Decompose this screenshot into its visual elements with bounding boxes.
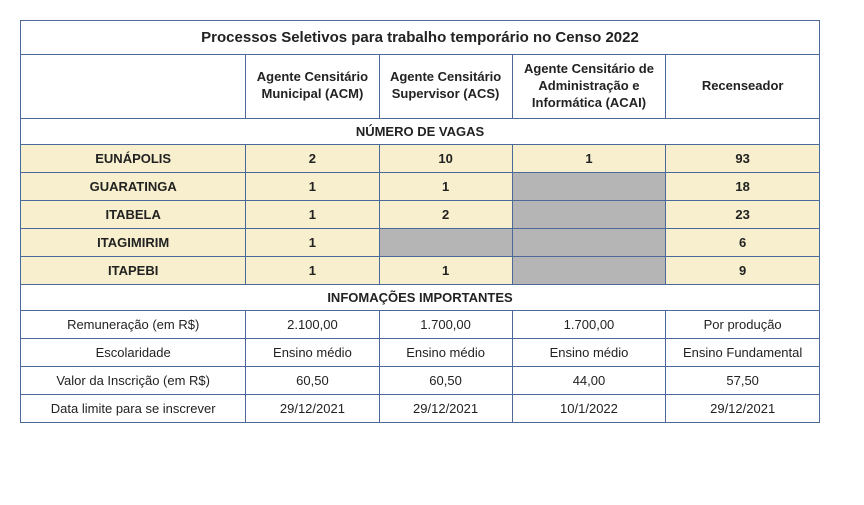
vagas-row: EUNÁPOLIS210193 xyxy=(21,144,820,172)
vagas-row: ITAPEBI119 xyxy=(21,256,820,284)
info-value-cell: 2.100,00 xyxy=(246,310,379,338)
info-label-cell: Remuneração (em R$) xyxy=(21,310,246,338)
info-row: Remuneração (em R$)2.100,001.700,001.700… xyxy=(21,310,820,338)
section-vagas-header: NÚMERO DE VAGAS xyxy=(21,118,820,144)
vagas-value-cell: 1 xyxy=(512,144,666,172)
vagas-value-cell: 1 xyxy=(379,172,512,200)
vagas-value-cell: 1 xyxy=(379,256,512,284)
censo-table: Processos Seletivos para trabalho tempor… xyxy=(20,20,820,423)
city-cell: ITAPEBI xyxy=(21,256,246,284)
info-value-cell: Ensino médio xyxy=(246,338,379,366)
vagas-value-cell xyxy=(512,200,666,228)
vagas-value-cell: 1 xyxy=(246,172,379,200)
vagas-value-cell xyxy=(512,172,666,200)
info-value-cell: 44,00 xyxy=(512,366,666,394)
info-row: Data limite para se inscrever29/12/20212… xyxy=(21,394,820,422)
vagas-row: ITABELA12 23 xyxy=(21,200,820,228)
vagas-value-cell: 1 xyxy=(246,228,379,256)
info-value-cell: 29/12/2021 xyxy=(246,394,379,422)
info-value-cell: 29/12/2021 xyxy=(666,394,820,422)
vagas-value-cell: 10 xyxy=(379,144,512,172)
vagas-value-cell: 93 xyxy=(666,144,820,172)
vagas-header-cell: NÚMERO DE VAGAS xyxy=(21,118,820,144)
vagas-value-cell xyxy=(379,228,512,256)
col-header-acm: Agente Censitário Municipal (ACM) xyxy=(246,55,379,119)
vagas-row: ITAGIMIRIM1 6 xyxy=(21,228,820,256)
info-value-cell: 57,50 xyxy=(666,366,820,394)
info-value-cell: Ensino médio xyxy=(512,338,666,366)
vagas-value-cell: 2 xyxy=(379,200,512,228)
vagas-value-cell: 2 xyxy=(246,144,379,172)
info-value-cell: 60,50 xyxy=(379,366,512,394)
info-value-cell: Ensino médio xyxy=(379,338,512,366)
info-label-cell: Escolaridade xyxy=(21,338,246,366)
info-label-cell: Valor da Inscrição (em R$) xyxy=(21,366,246,394)
info-value-cell: 10/1/2022 xyxy=(512,394,666,422)
info-value-cell: Por produção xyxy=(666,310,820,338)
vagas-value-cell: 1 xyxy=(246,256,379,284)
col-header-recenseador: Recenseador xyxy=(666,55,820,119)
info-value-cell: 60,50 xyxy=(246,366,379,394)
info-row: EscolaridadeEnsino médioEnsino médioEnsi… xyxy=(21,338,820,366)
info-value-cell: 29/12/2021 xyxy=(379,394,512,422)
col-header-acai: Agente Censitário de Administração e Inf… xyxy=(512,55,666,119)
city-cell: ITAGIMIRIM xyxy=(21,228,246,256)
col-header-acs: Agente Censitário Supervisor (ACS) xyxy=(379,55,512,119)
vagas-value-cell: 9 xyxy=(666,256,820,284)
city-cell: EUNÁPOLIS xyxy=(21,144,246,172)
info-label-cell: Data limite para se inscrever xyxy=(21,394,246,422)
info-row: Valor da Inscrição (em R$)60,5060,5044,0… xyxy=(21,366,820,394)
vagas-value-cell: 18 xyxy=(666,172,820,200)
info-value-cell: 1.700,00 xyxy=(512,310,666,338)
city-cell: GUARATINGA xyxy=(21,172,246,200)
vagas-value-cell xyxy=(512,256,666,284)
column-header-row: Agente Censitário Municipal (ACM) Agente… xyxy=(21,55,820,119)
info-value-cell: Ensino Fundamental xyxy=(666,338,820,366)
info-header-cell: INFOMAÇÕES IMPORTANTES xyxy=(21,284,820,310)
vagas-value-cell: 23 xyxy=(666,200,820,228)
vagas-row: GUARATINGA1118 xyxy=(21,172,820,200)
info-value-cell: 1.700,00 xyxy=(379,310,512,338)
city-cell: ITABELA xyxy=(21,200,246,228)
section-info-header: INFOMAÇÕES IMPORTANTES xyxy=(21,284,820,310)
col-header-blank xyxy=(21,55,246,119)
vagas-value-cell: 6 xyxy=(666,228,820,256)
vagas-value-cell xyxy=(512,228,666,256)
table-title: Processos Seletivos para trabalho tempor… xyxy=(21,21,820,55)
vagas-value-cell: 1 xyxy=(246,200,379,228)
